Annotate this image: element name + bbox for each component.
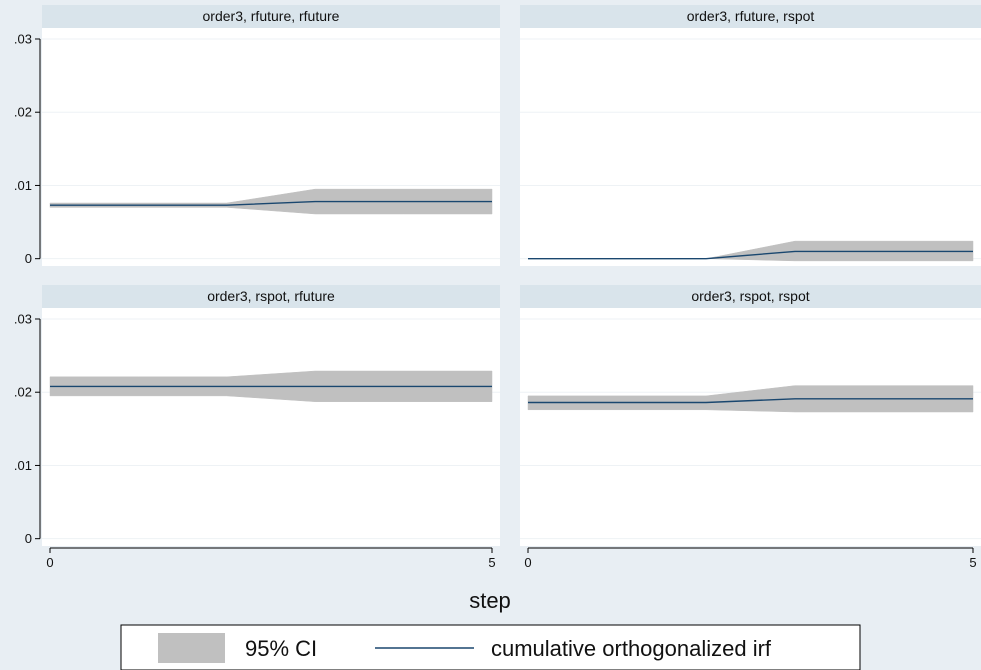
plot-area (42, 308, 500, 546)
irf-line (528, 250, 973, 260)
panel-strip (42, 5, 500, 28)
panel-title: order3, rfuture, rfuture (203, 8, 340, 24)
x-tick-label: 5 (969, 555, 976, 570)
x-tick-label: 0 (524, 555, 531, 570)
panel-4: order3, rspot, rspot (520, 285, 981, 546)
x-tick-label: 0 (46, 555, 53, 570)
legend-ci-swatch (158, 633, 225, 663)
y-tick-label: .02 (14, 105, 32, 120)
y-tick-label: .01 (14, 178, 32, 193)
legend: 95% CI cumulative orthogonalized irf (120, 624, 861, 670)
y-tick-label: .03 (14, 31, 32, 46)
axes-layer: 0.01.02.030.01.02.030 5 0 5 (14, 31, 977, 570)
y-axis-row-2: 0 .01 .02 .03 (14, 311, 41, 546)
x-tick-label: 5 (488, 555, 495, 570)
y-tick-label: 0 (25, 251, 32, 266)
panel-strip (520, 5, 981, 28)
panel-strip (42, 285, 500, 308)
panel-title: order3, rspot, rfuture (207, 288, 335, 304)
irf-line (528, 398, 973, 404)
panel-title: order3, rspot, rspot (691, 288, 809, 304)
y-tick-label: 0 (25, 531, 32, 546)
y-tick-label: .02 (14, 385, 32, 400)
panel-2: order3, rfuture, rspot (520, 5, 981, 266)
irf-line (50, 200, 492, 206)
panel-title: order3, rfuture, rspot (687, 8, 815, 24)
x-axis-title: step (469, 588, 511, 613)
y-tick-label: .01 (14, 458, 32, 473)
ci-band (527, 385, 974, 413)
panel-3: order3, rspot, rfuture (42, 285, 500, 546)
ci-band (49, 188, 493, 215)
panel-strip (520, 285, 981, 308)
panel-1: order3, rfuture, rfuture (42, 5, 500, 266)
legend-irf-label: cumulative orthogonalized irf (491, 636, 772, 661)
plot-area (520, 28, 981, 266)
legend-box (120, 624, 861, 670)
y-axis-row-1: 0 .01 .02 .03 (14, 31, 41, 266)
plot-area (42, 28, 500, 266)
plot-area (520, 308, 981, 546)
y-tick-label: .03 (14, 311, 32, 326)
legend-ci-label: 95% CI (245, 636, 317, 661)
panels-layer: order3, rfuture, rfuture order3, rfuture,… (42, 5, 981, 546)
